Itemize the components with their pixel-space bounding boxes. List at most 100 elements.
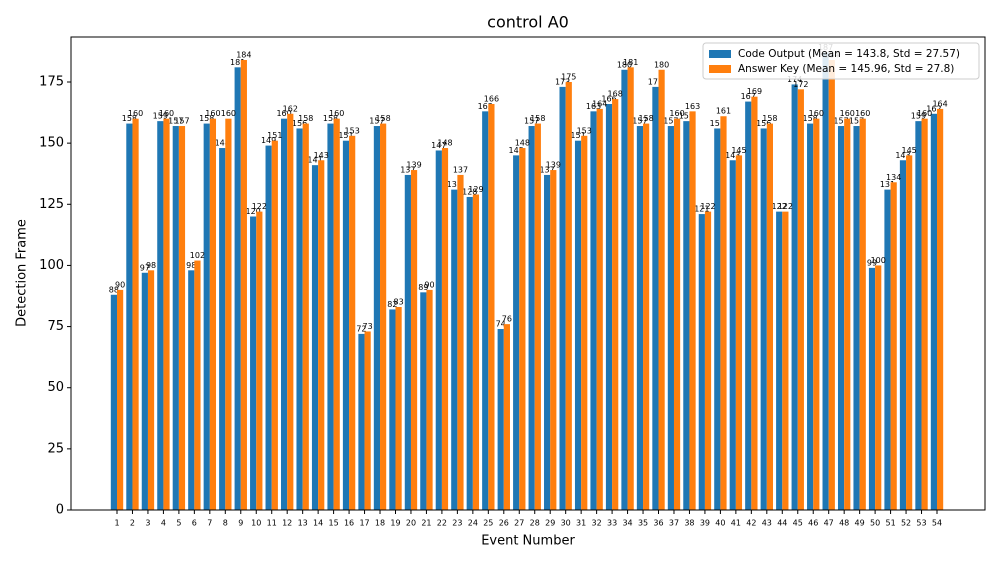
bar [441, 148, 449, 510]
x-tick-label: 34 [622, 519, 632, 528]
x-tick-label: 52 [901, 519, 911, 528]
legend-swatch [709, 50, 731, 58]
bar [658, 69, 665, 510]
bar-value-label: 143 [895, 151, 910, 160]
bar [519, 148, 526, 510]
bar [844, 118, 851, 511]
bar [766, 123, 773, 511]
bar-value-label: 162 [926, 104, 941, 113]
bar-value-label: 100 [871, 256, 886, 265]
bar-value-label: 158 [530, 114, 545, 123]
bar [627, 67, 634, 510]
bar-value-label: 148 [215, 139, 230, 148]
bar-value-label: 180 [617, 60, 632, 69]
bar [287, 113, 294, 511]
bar-value-label: 153 [345, 126, 360, 135]
bar [435, 150, 442, 510]
bar-value-label: 160 [809, 109, 824, 118]
x-tick-label: 7 [207, 519, 212, 528]
bar [822, 52, 829, 511]
bar-value-label: 161 [716, 107, 731, 116]
bar-value-label: 163 [586, 102, 601, 111]
bar-value-label: 120 [246, 207, 261, 216]
bar [698, 214, 705, 511]
x-tick-label: 19 [390, 519, 400, 528]
bar [404, 174, 411, 510]
bar [683, 121, 690, 510]
bar [281, 118, 288, 511]
bar-value-label: 149 [261, 136, 276, 145]
x-tick-label: 30 [561, 519, 571, 528]
bar-value-label: 143 [314, 151, 329, 160]
bar-value-label: 158 [122, 114, 137, 123]
x-tick-label: 40 [715, 519, 725, 528]
bar [915, 121, 922, 510]
bar [318, 160, 325, 510]
bar-value-label: 157 [524, 117, 539, 126]
bar-value-label: 156 [756, 119, 771, 128]
x-tick-label: 3 [145, 519, 150, 528]
bar [271, 140, 278, 510]
chart-title: control A0 [487, 13, 569, 32]
bar-value-label: 168 [608, 90, 623, 99]
bar [178, 126, 186, 510]
x-tick-label: 49 [855, 519, 865, 528]
x-tick-label: 50 [870, 519, 880, 528]
x-tick-label: 51 [885, 519, 895, 528]
bar [410, 170, 418, 510]
bar-value-label: 74 [496, 320, 506, 329]
bar-value-label: 97 [140, 263, 150, 272]
bar-value-label: 99 [867, 258, 877, 267]
bar-value-label: 160 [840, 109, 855, 118]
legend-box [702, 42, 980, 80]
x-tick-label: 17 [359, 519, 369, 528]
bar [513, 155, 520, 510]
x-tick-label: 32 [592, 519, 602, 528]
bar-value-label: 76 [502, 315, 512, 324]
bar [451, 189, 458, 511]
bar [194, 260, 201, 510]
bar-value-label: 159 [911, 112, 926, 121]
bar-value-label: 145 [902, 146, 917, 155]
bar [457, 174, 464, 510]
bar [714, 128, 721, 511]
bar-value-label: 164 [932, 99, 947, 108]
bar-value-label: 166 [601, 95, 616, 104]
x-tick-label: 13 [298, 519, 308, 528]
bar [667, 126, 674, 510]
bar [349, 135, 356, 510]
bar-value-label: 184 [236, 50, 251, 59]
bar [163, 118, 170, 511]
bar-value-label: 157 [833, 117, 848, 126]
x-tick-label: 46 [808, 519, 818, 528]
bar [265, 145, 272, 510]
bar [250, 216, 257, 510]
bar [797, 89, 804, 510]
bar [544, 174, 551, 510]
bar [311, 165, 319, 510]
y-axis-label: Detection Frame [15, 219, 30, 327]
bar-value-label: 160 [669, 109, 684, 118]
bar-value-label: 151 [570, 131, 585, 140]
x-tick-label: 36 [653, 519, 663, 528]
bar-value-label: 147 [431, 141, 446, 150]
bar-value-label: 157 [632, 117, 647, 126]
bar [117, 289, 124, 510]
bar [636, 126, 644, 510]
bar-value-label: 158 [638, 114, 653, 123]
bar-value-label: 158 [199, 114, 214, 123]
bar [389, 309, 396, 510]
bar [652, 86, 659, 510]
bar-value-label: 139 [406, 161, 421, 170]
x-tick-label: 41 [731, 519, 741, 528]
bar [234, 67, 241, 510]
bar-value-label: 157 [174, 117, 189, 126]
bar [188, 270, 195, 510]
bar-value-label: 160 [855, 109, 870, 118]
bar [333, 118, 340, 511]
bar-value-label: 158 [762, 114, 777, 123]
bar [565, 82, 572, 510]
bar [466, 196, 473, 510]
bar-value-label: 121 [694, 205, 709, 214]
x-tick-label: 27 [514, 519, 524, 528]
